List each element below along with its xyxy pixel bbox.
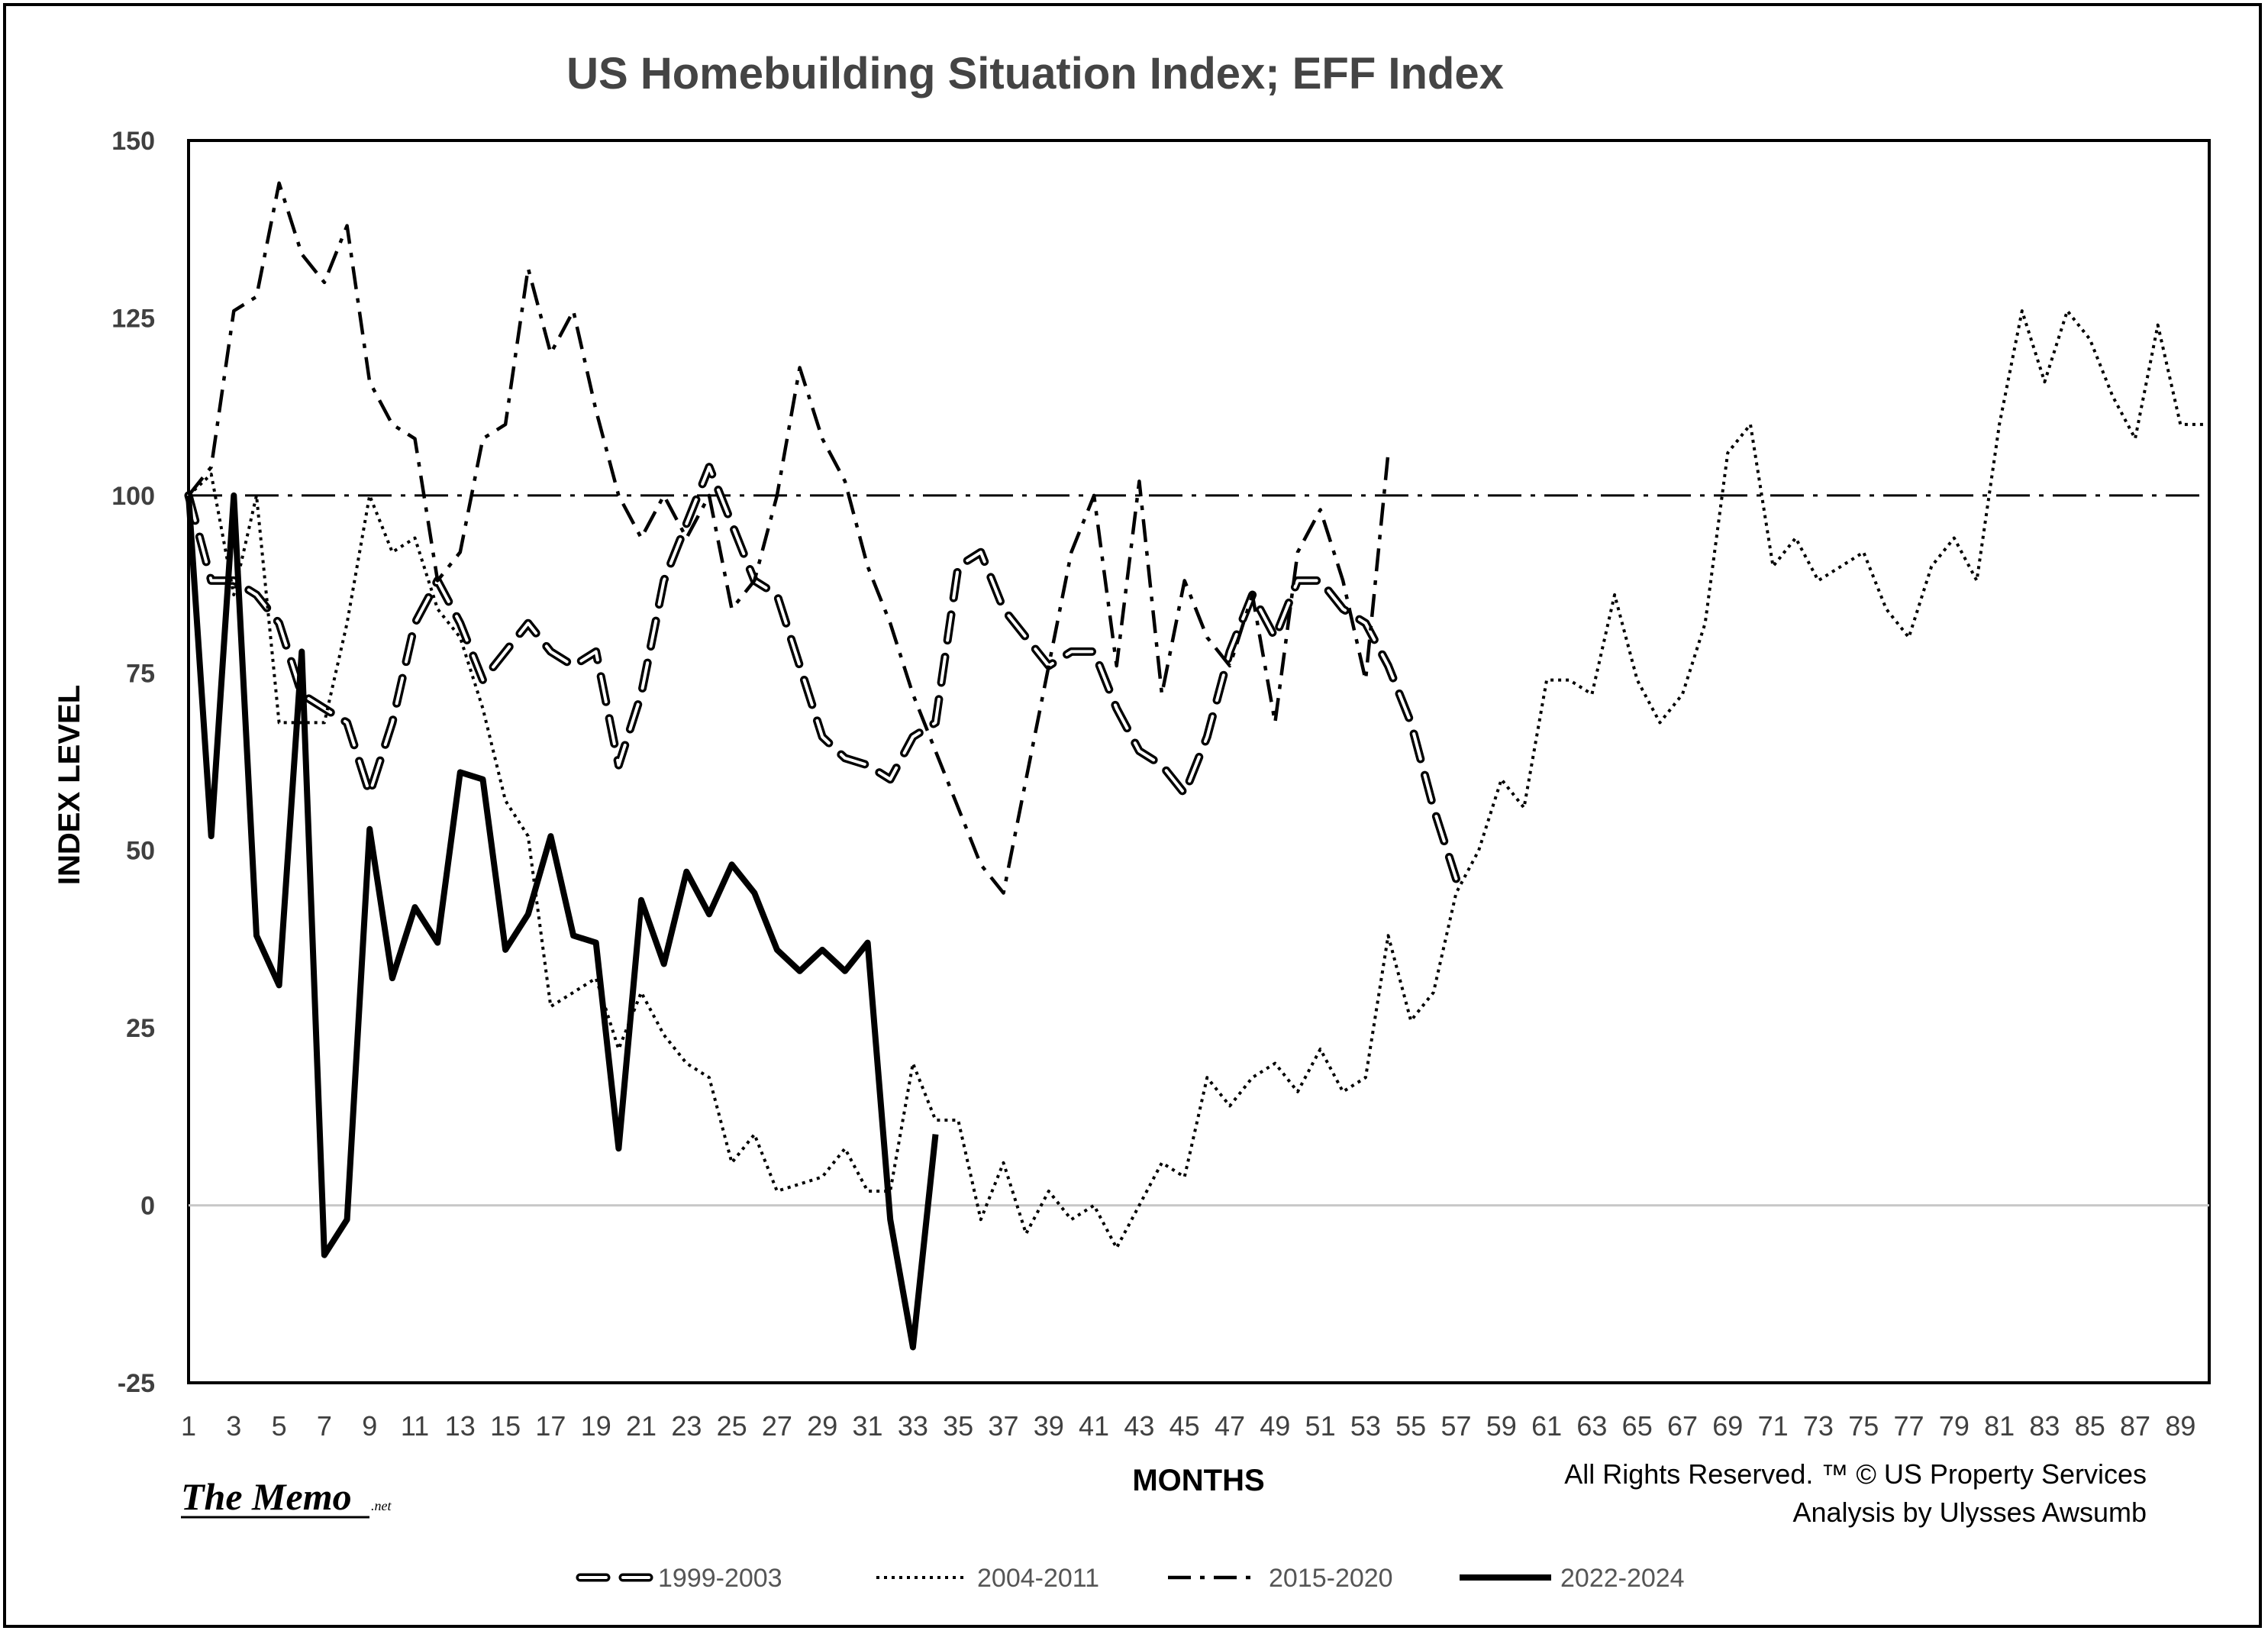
legend-item: 2022-2024 [1460,1564,1685,1593]
x-tick-label: 81 [1984,1410,2015,1442]
series-line-2015-2020-stroke [187,181,1390,895]
x-tick-label: 75 [1848,1410,1879,1442]
x-tick-label: 35 [943,1410,973,1442]
x-tick-label: 19 [581,1410,611,1442]
x-tick-label: 77 [1894,1410,1924,1442]
y-axis-label: INDEX LEVEL [53,685,86,885]
x-tick-label: 57 [1440,1410,1471,1442]
x-tick-label: 55 [1395,1410,1426,1442]
x-tick-label: 79 [1939,1410,1970,1442]
y-tick-label: 75 [126,659,155,688]
x-tick-label: 53 [1350,1410,1381,1442]
memo-logo-text: The Memo [181,1475,352,1518]
y-axis-ticks: -25 0 25 50 75 100 125 150 [111,127,155,1398]
x-tick-label: 27 [762,1410,792,1442]
series-line-2004-2011 [187,309,2203,1250]
analyst-credit: Analysis by Ulysses Awsumb [1793,1497,2147,1528]
x-tick-label: 31 [853,1410,883,1442]
y-tick-label: 100 [111,482,155,511]
x-tick-label: 85 [2075,1410,2105,1442]
legend: 1999-2003 2004-2011 2015-2020 2022-2024 [576,1564,1685,1593]
y-tick-label: -25 [118,1369,155,1398]
x-tick-label: 73 [1803,1410,1834,1442]
copyright-text: All Rights Reserved. ™ © US Property Ser… [1564,1458,2147,1490]
series-line-1999-2003-inner [187,465,1458,880]
x-tick-label: 5 [272,1410,287,1442]
x-tick-label: 29 [807,1410,837,1442]
x-tick-label: 9 [362,1410,377,1442]
x-tick-label: 65 [1622,1410,1653,1442]
x-tick-label: 63 [1576,1410,1607,1442]
x-tick-label: 71 [1758,1410,1789,1442]
x-tick-label: 41 [1079,1410,1109,1442]
y-tick-label: 125 [111,304,155,333]
series-line-2022-2024-stroke [186,492,939,1351]
y-tick-label: 50 [126,837,155,866]
legend-item: 2015-2020 [1168,1564,1393,1593]
x-tick-label: 7 [317,1410,332,1442]
chart-frame [3,3,2262,1628]
x-tick-label: 87 [2120,1410,2150,1442]
x-tick-label: 67 [1667,1410,1698,1442]
x-tick-label: 37 [988,1410,1018,1442]
x-tick-label: 23 [671,1410,702,1442]
x-tick-label: 43 [1124,1410,1154,1442]
x-tick-label: 1 [181,1410,196,1442]
x-tick-label: 61 [1531,1410,1562,1442]
x-tick-label: 39 [1034,1410,1064,1442]
x-tick-label: 69 [1712,1410,1743,1442]
x-tick-label: 3 [226,1410,241,1442]
x-axis-label: MONTHS [1132,1464,1264,1497]
x-tick-label: 49 [1260,1410,1290,1442]
memo-logo-suffix: .net [371,1498,392,1513]
y-tick-label: 150 [111,127,155,156]
series-layer [184,181,2203,1351]
x-tick-label: 59 [1486,1410,1517,1442]
x-tick-label: 89 [2165,1410,2195,1442]
x-axis-ticks: 1 3 5 7 9 11 13 15 17 19 21 23 25 27 29 31 33 35 37 39 41 43 4… [181,1410,2195,1442]
x-tick-label: 25 [717,1410,747,1442]
series-line-2022-2024 [186,492,939,1351]
legend-label: 2015-2020 [1269,1564,1393,1593]
x-tick-label: 51 [1305,1410,1336,1442]
series-line-2015-2020 [187,181,1390,895]
memo-logo: The Memo .net [181,1475,392,1519]
chart-title: US Homebuilding Situation Index; EFF Ind… [566,49,1504,98]
legend-label: 1999-2003 [658,1564,782,1593]
series-line-1999-2003-outline [184,463,1460,883]
x-tick-label: 45 [1169,1410,1200,1442]
series-line-2004-2011-stroke [187,309,2203,1250]
reference-lines [189,494,2209,1207]
legend-label: 2004-2011 [977,1564,1099,1593]
x-tick-label: 83 [2029,1410,2060,1442]
y-tick-label: 25 [126,1014,155,1043]
legend-item: 2004-2011 [876,1564,1099,1593]
x-tick-label: 33 [898,1410,928,1442]
x-tick-label: 11 [401,1410,429,1442]
y-tick-label: 0 [140,1192,155,1221]
x-tick-label: 15 [490,1410,521,1442]
x-tick-label: 13 [445,1410,476,1442]
plot-area [187,139,2211,1384]
legend-item: 1999-2003 [576,1564,782,1593]
series-line-1999-2003 [184,463,1460,883]
x-tick-label: 17 [535,1410,566,1442]
legend-label: 2022-2024 [1560,1564,1685,1593]
x-tick-label: 47 [1215,1410,1245,1442]
x-tick-label: 21 [626,1410,657,1442]
